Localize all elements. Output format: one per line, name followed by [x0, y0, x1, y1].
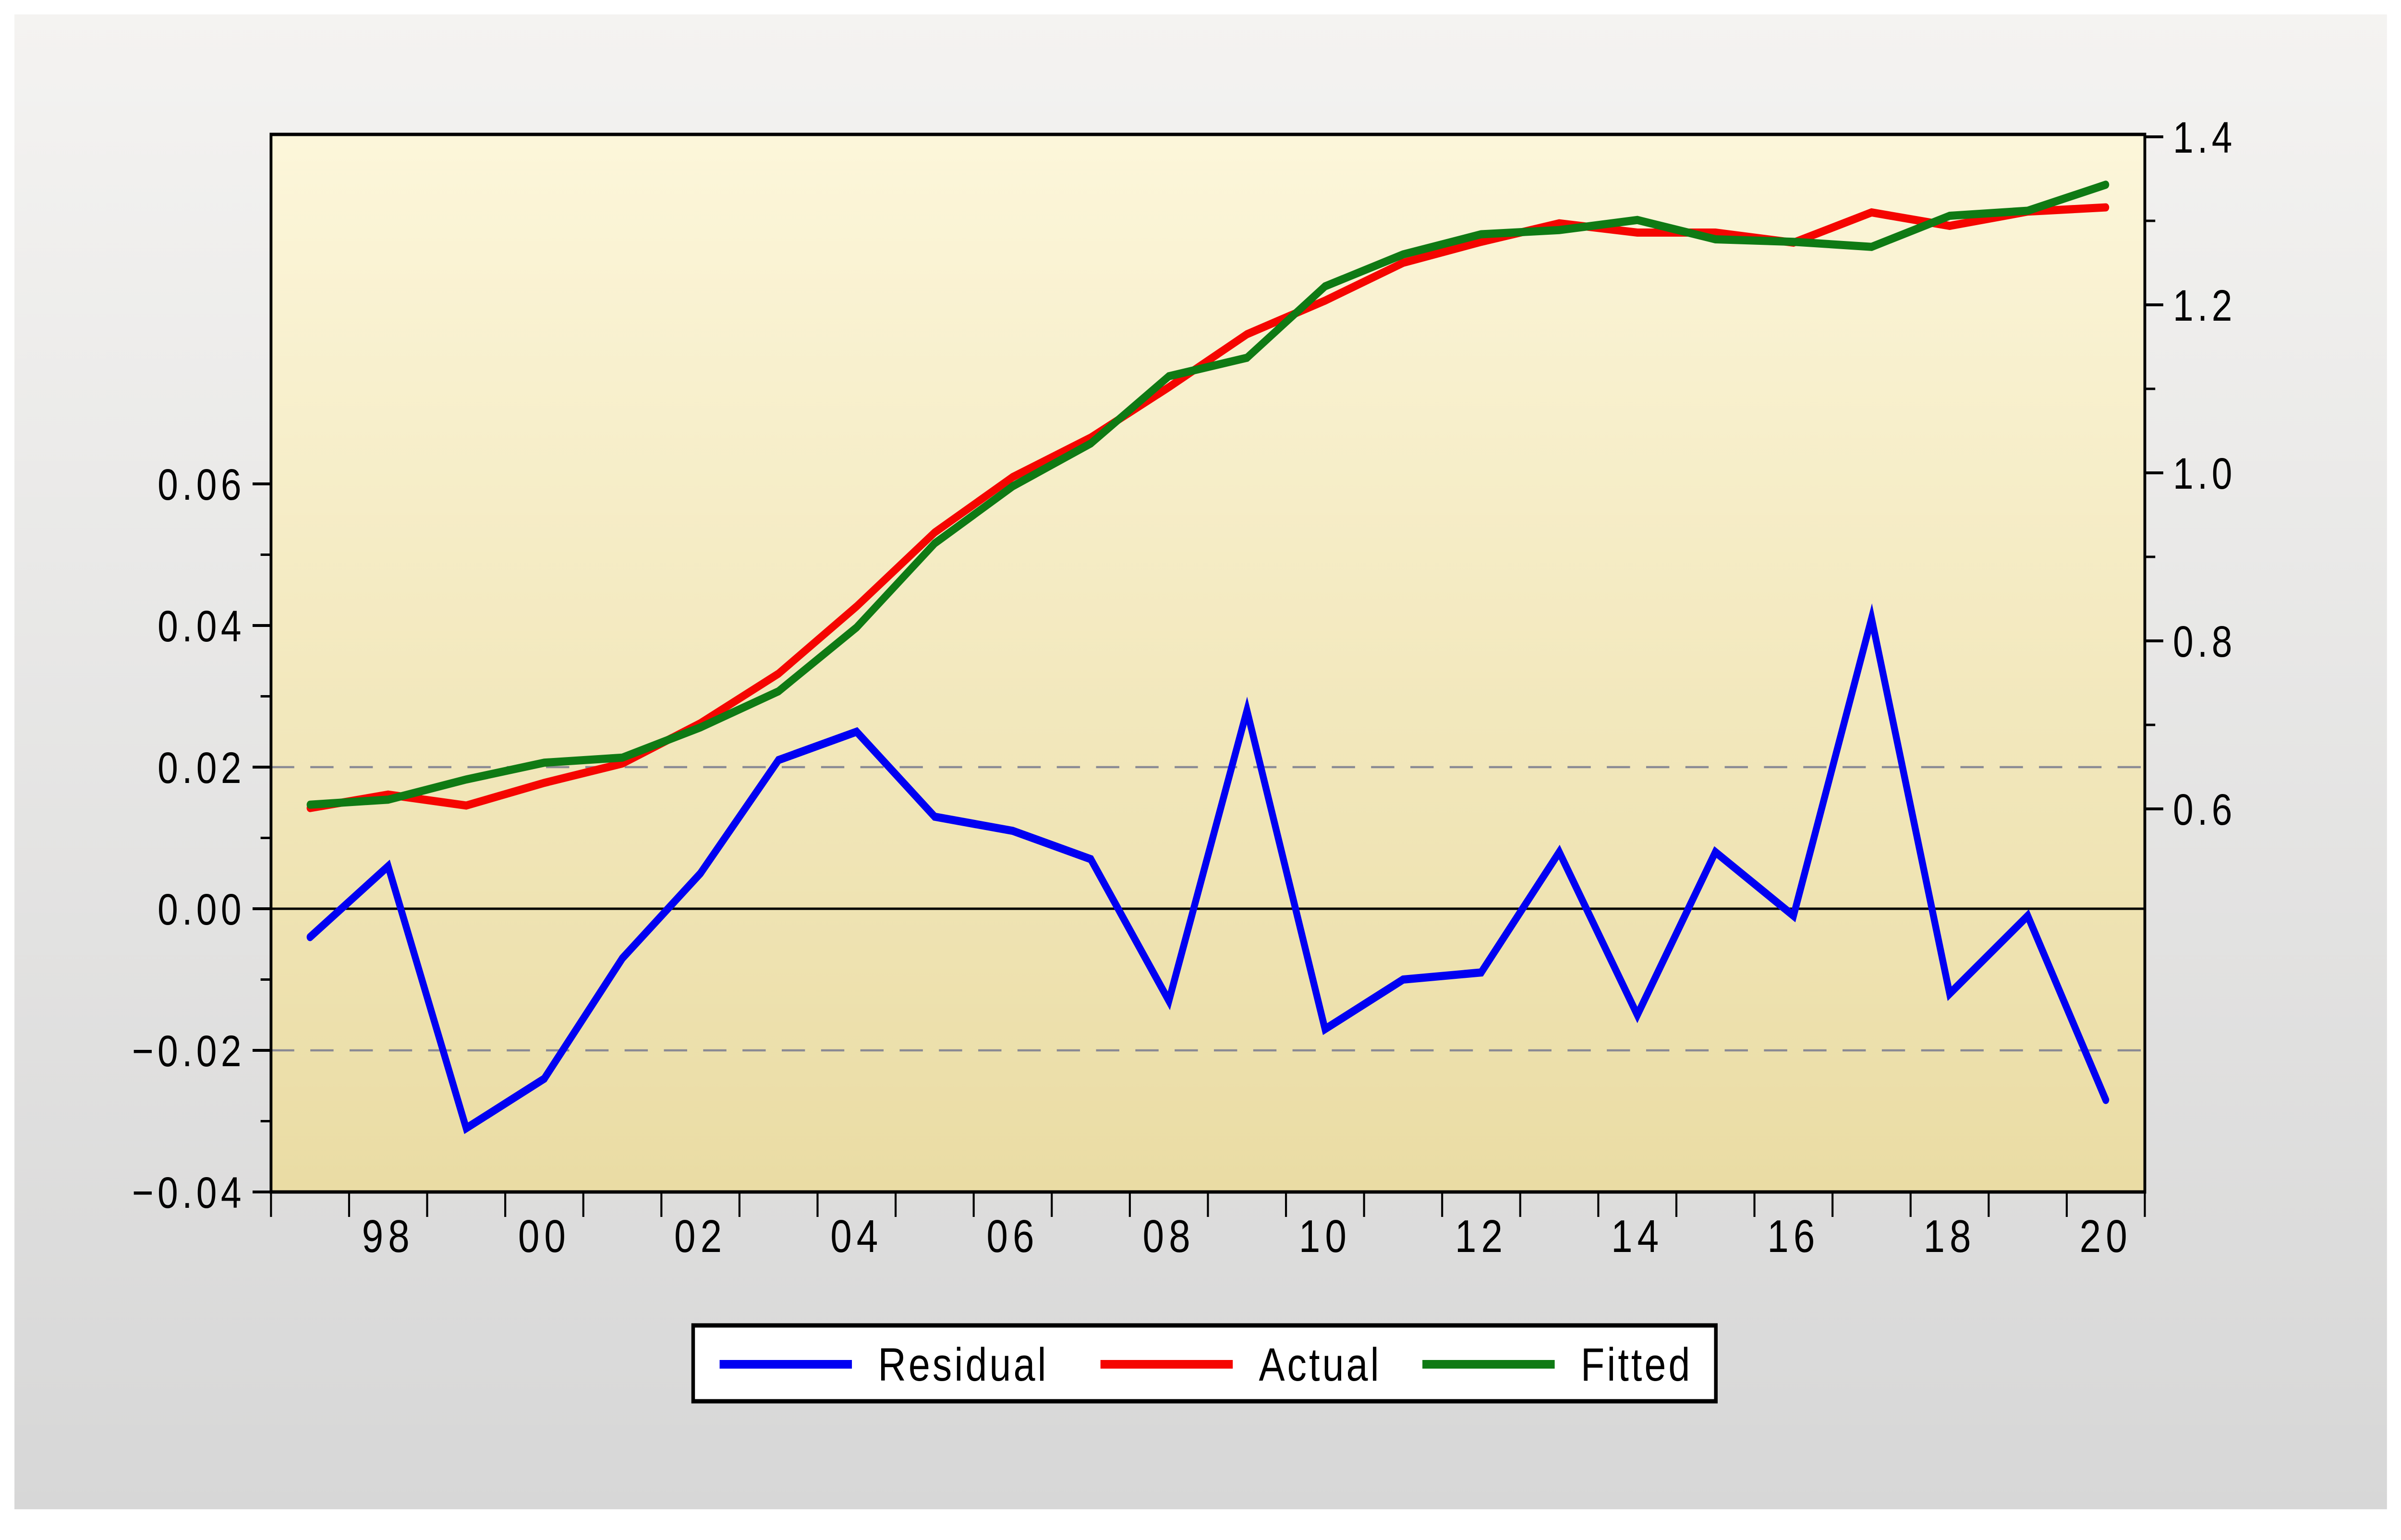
left-axis-tick-label: 0.00: [158, 884, 245, 934]
x-axis-tick-label: 10: [1299, 1210, 1351, 1262]
right-axis-labels: 1.4 1.2 1.0 0.8 0.6: [2173, 112, 2236, 834]
left-axis-tick-label: 0.02: [158, 743, 245, 792]
left-axis-tick-label: −0.02: [132, 1026, 245, 1075]
right-axis-tick-label: 1.4: [2173, 112, 2236, 162]
left-axis-ticks: [252, 482, 271, 1193]
x-axis-tick-label: 00: [518, 1210, 570, 1262]
legend: Residual Actual Fitted: [691, 1323, 1718, 1404]
legend-label-actual: Actual: [1259, 1338, 1381, 1391]
x-axis-tick-label: 98: [362, 1210, 414, 1262]
x-axis-tick-label: 04: [830, 1210, 883, 1262]
x-axis-ticks: [270, 1192, 2146, 1217]
right-axis-tick-label: 1.2: [2173, 280, 2236, 330]
right-axis-tick-label: 0.8: [2173, 616, 2236, 666]
x-axis-labels: 98 00 02 04 06 08 10 12 14 16 18 20: [362, 1210, 2132, 1262]
legend-label-residual: Residual: [878, 1338, 1048, 1391]
right-axis-ticks: [2145, 135, 2163, 810]
x-axis-tick-label: 02: [674, 1210, 727, 1262]
residual-line: [306, 603, 2110, 1134]
right-axis-tick-label: 1.0: [2173, 448, 2236, 498]
x-axis-tick-label: 16: [1767, 1210, 1819, 1262]
left-axis-labels: 0.06 0.04 0.02 0.00 −0.02 −0.04: [132, 459, 245, 1217]
x-axis-tick-label: 20: [2080, 1210, 2132, 1262]
x-axis-tick-label: 18: [1923, 1210, 1976, 1262]
left-axis-tick-label: 0.04: [158, 601, 245, 650]
data-series: [306, 180, 2110, 1134]
left-axis-tick-label: −0.04: [132, 1167, 245, 1217]
right-axis-tick-label: 0.6: [2173, 784, 2236, 834]
x-axis-tick-label: 08: [1143, 1210, 1195, 1262]
x-axis-tick-label: 14: [1611, 1210, 1663, 1262]
x-axis-tick-label: 12: [1455, 1210, 1507, 1262]
actual-line: [306, 203, 2110, 812]
fitted-line: [306, 180, 2110, 809]
left-axis-tick-label: 0.06: [158, 459, 245, 509]
plot-area: [271, 134, 2145, 1192]
x-axis-tick-label: 06: [986, 1210, 1039, 1262]
legend-label-fitted: Fitted: [1581, 1338, 1693, 1391]
